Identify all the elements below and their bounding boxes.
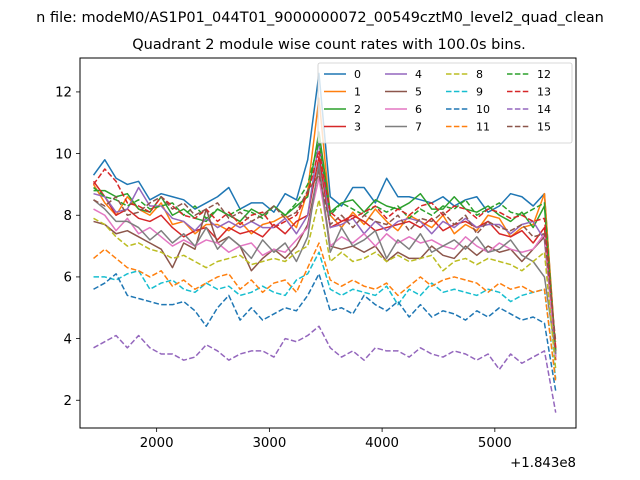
legend-label-11: 11 bbox=[476, 121, 490, 134]
series-line-15 bbox=[93, 174, 557, 342]
y-tick-label: 10 bbox=[55, 147, 72, 162]
legend-label-10: 10 bbox=[476, 103, 490, 116]
legend-label-5: 5 bbox=[415, 86, 422, 99]
y-tick-label: 8 bbox=[64, 209, 72, 224]
legend-label-4: 4 bbox=[415, 68, 422, 81]
legend-label-9: 9 bbox=[476, 86, 483, 99]
axes-frame bbox=[79, 57, 577, 429]
series-line-9 bbox=[93, 251, 557, 379]
x-tick-label: 2000 bbox=[140, 436, 174, 451]
legend-label-0: 0 bbox=[354, 68, 361, 81]
chart-title: Quadrant 2 module wise count rates with … bbox=[132, 37, 526, 53]
legend-label-8: 8 bbox=[476, 68, 483, 81]
figure-suptitle: n file: modeM0/AS1P01_044T01_9000000072_… bbox=[36, 10, 604, 26]
legend-label-13: 13 bbox=[537, 86, 551, 99]
legend-label-7: 7 bbox=[415, 121, 422, 134]
y-tick-label: 6 bbox=[64, 271, 72, 286]
x-axis: 2000 3000 4000 5000 bbox=[140, 428, 512, 451]
y-tick-label: 2 bbox=[64, 394, 72, 409]
series-line-8 bbox=[93, 199, 557, 370]
series-layer bbox=[92, 72, 557, 413]
legend-label-2: 2 bbox=[354, 103, 361, 116]
y-axis: 2 4 6 8 10 12 bbox=[55, 86, 80, 409]
x-tick-label: 4000 bbox=[365, 436, 399, 451]
legend-label-1: 1 bbox=[354, 86, 361, 99]
legend-label-3: 3 bbox=[354, 121, 361, 134]
plot-area bbox=[79, 57, 577, 429]
legend-label-15: 15 bbox=[537, 121, 551, 134]
series-line-12 bbox=[93, 140, 557, 351]
legend-label-6: 6 bbox=[415, 103, 422, 116]
series-line-1 bbox=[92, 97, 557, 351]
legend-label-12: 12 bbox=[537, 68, 551, 81]
x-tick-label: 3000 bbox=[252, 436, 286, 451]
series-line-2 bbox=[93, 131, 557, 358]
series-line-14 bbox=[93, 325, 557, 413]
y-tick-label: 4 bbox=[64, 332, 72, 347]
y-tick-label: 12 bbox=[55, 86, 72, 101]
series-line-10 bbox=[93, 273, 557, 392]
x-axis-offset-label: +1.843e8 bbox=[510, 456, 576, 471]
series-line-7 bbox=[93, 162, 557, 355]
series-line-13 bbox=[92, 149, 557, 348]
legend-box bbox=[317, 62, 573, 144]
legend-label-14: 14 bbox=[537, 103, 551, 116]
series-line-11 bbox=[93, 242, 557, 382]
x-tick-label: 5000 bbox=[478, 436, 512, 451]
